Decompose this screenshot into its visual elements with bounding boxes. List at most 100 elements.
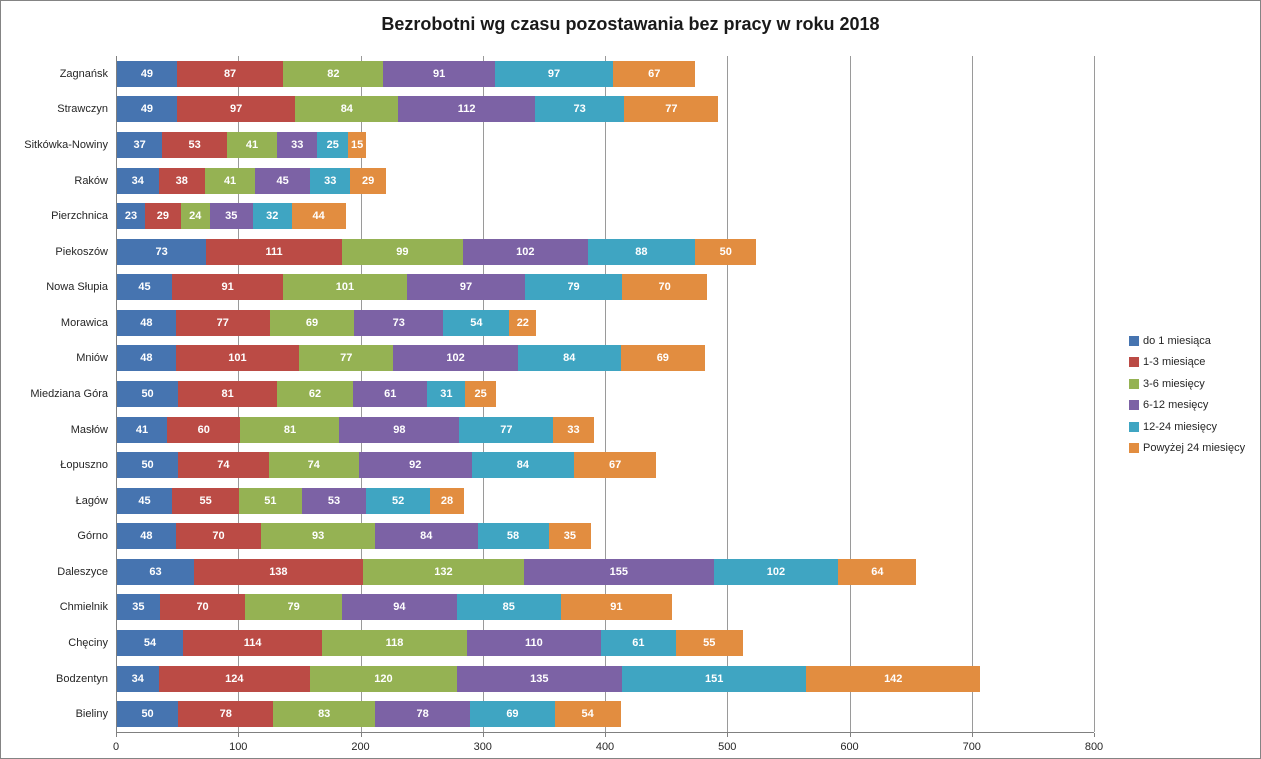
bar-value-label: 101 xyxy=(228,352,247,365)
bar-segment: 54 xyxy=(117,630,183,657)
bar-value-label: 97 xyxy=(547,67,561,80)
category-label: Mniów xyxy=(76,352,108,365)
bar-segment: 64 xyxy=(838,558,917,585)
bar-value-label: 124 xyxy=(225,672,244,685)
x-axis-tick xyxy=(727,733,729,737)
legend-item: Powyżej 24 miesięcy xyxy=(1129,442,1246,454)
bar-value-label: 67 xyxy=(648,67,661,80)
legend-item: do 1 miesiąca xyxy=(1129,335,1245,347)
x-axis-tick-label: 500 xyxy=(718,741,737,753)
bar-segment: 49 xyxy=(117,60,177,87)
bar-value-label: 81 xyxy=(221,388,234,400)
bar-segment: 31 xyxy=(427,381,466,407)
bar-segment: 45 xyxy=(255,167,311,194)
bar-value-label: 102 xyxy=(516,245,535,258)
bar-value-label: 84 xyxy=(516,459,529,472)
bar-segment: 63 xyxy=(117,558,195,585)
bar-segment: 93 xyxy=(261,523,375,550)
bar-value-label: 25 xyxy=(326,138,339,151)
x-axis-line xyxy=(116,732,1094,733)
bar-value-label: 93 xyxy=(311,530,325,543)
category-label: Nowa Słupia xyxy=(46,281,108,294)
bar-segment: 97 xyxy=(406,274,526,301)
bar-row: 48 77 69 73 54 22 xyxy=(117,309,537,336)
bar-segment: 135 xyxy=(456,665,622,692)
bar-segment: 77 xyxy=(299,345,394,372)
x-axis-tick xyxy=(238,733,240,737)
gridline xyxy=(1094,56,1095,732)
bar-value-label: 77 xyxy=(500,423,513,436)
bar-value-label: 94 xyxy=(393,601,406,614)
bar-row: 45 91 101 97 79 70 xyxy=(117,274,708,301)
bar-segment: 155 xyxy=(524,558,714,585)
bar-segment: 50 xyxy=(117,452,179,479)
legend-label: 12-24 miesięcy xyxy=(1143,420,1217,433)
bar-segment: 35 xyxy=(117,594,160,621)
bar-segment: 44 xyxy=(291,203,346,230)
bar-value-label: 132 xyxy=(434,565,453,578)
bar-segment: 112 xyxy=(398,96,536,123)
bar-value-label: 44 xyxy=(312,210,325,223)
x-axis-tick xyxy=(605,733,606,737)
bar-segment: 118 xyxy=(322,630,467,657)
bar-value-label: 48 xyxy=(140,530,153,543)
bar-segment: 101 xyxy=(175,345,300,372)
bar-segment: 70 xyxy=(621,274,708,301)
bar-segment: 53 xyxy=(162,131,227,158)
bar-segment: 88 xyxy=(587,238,696,265)
bar-row: 34 124 120 135 151 142 xyxy=(117,665,981,692)
bar-value-label: 74 xyxy=(307,459,320,472)
bar-segment: 51 xyxy=(239,487,302,514)
bar-segment: 58 xyxy=(477,523,549,550)
bar-value-label: 84 xyxy=(563,352,576,365)
bar-segment: 101 xyxy=(283,274,407,301)
legend-swatch xyxy=(1129,357,1139,367)
gridline xyxy=(727,56,729,732)
bar-row: 54 114 118 110 61 55 xyxy=(117,630,743,657)
bar-value-label: 151 xyxy=(704,672,724,685)
x-axis-tick-label: 600 xyxy=(840,741,859,753)
bar-segment: 98 xyxy=(339,416,460,443)
bar-value-label: 91 xyxy=(432,67,446,80)
bar-value-label: 82 xyxy=(327,67,340,80)
bar-segment: 91 xyxy=(383,60,495,87)
bar-value-label: 111 xyxy=(265,245,283,258)
x-axis-tick xyxy=(971,733,973,737)
bar-row: 50 74 74 92 84 67 xyxy=(117,452,657,479)
bar-value-label: 24 xyxy=(189,210,202,223)
bar-segment: 41 xyxy=(227,131,278,158)
bar-value-label: 28 xyxy=(440,494,454,507)
gridline xyxy=(849,56,851,732)
bar-segment: 69 xyxy=(470,701,555,728)
bar-value-label: 102 xyxy=(446,352,465,365)
bar-value-label: 32 xyxy=(266,210,279,223)
bar-segment: 29 xyxy=(350,167,386,194)
bar-value-label: 45 xyxy=(138,494,151,507)
bar-row: 23 29 24 35 32 44 xyxy=(117,203,346,230)
category-label: Górno xyxy=(77,530,108,543)
bar-segment: 132 xyxy=(362,558,525,585)
bar-segment: 110 xyxy=(466,630,602,657)
bar-value-label: 50 xyxy=(141,459,154,472)
bar-value-label: 114 xyxy=(243,637,262,650)
category-label: Łagów xyxy=(75,494,108,507)
category-label: Miedziana Góra xyxy=(30,388,108,400)
bar-row: 45 55 51 53 52 28 xyxy=(117,487,465,514)
bar-row: 49 97 84 112 73 77 xyxy=(117,96,719,123)
bar-segment: 138 xyxy=(194,558,363,585)
bar-segment: 41 xyxy=(117,416,168,443)
x-axis-tick-label: 400 xyxy=(595,741,615,753)
category-label: Chęciny xyxy=(68,637,108,650)
bar-value-label: 112 xyxy=(457,103,476,116)
bar-value-label: 31 xyxy=(440,388,453,400)
bar-segment: 34 xyxy=(117,167,159,194)
bar-value-label: 33 xyxy=(567,423,580,436)
bar-value-label: 45 xyxy=(276,174,289,187)
bar-value-label: 142 xyxy=(884,672,903,685)
bar-segment: 74 xyxy=(268,452,360,479)
legend-label: Powyżej 24 miesięcy xyxy=(1143,442,1246,454)
bar-segment: 33 xyxy=(553,416,594,443)
bar-segment: 77 xyxy=(175,309,270,336)
bar-value-label: 54 xyxy=(581,708,594,721)
bar-segment: 78 xyxy=(374,701,471,728)
